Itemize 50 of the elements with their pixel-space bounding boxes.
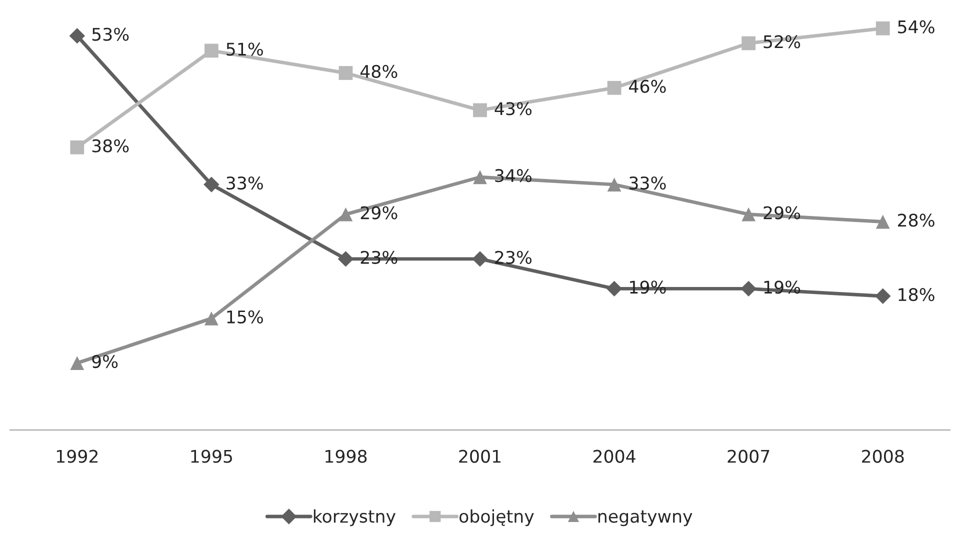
point — [338, 66, 353, 80]
point — [473, 103, 487, 118]
data-label: 33% — [630, 176, 666, 190]
point — [607, 80, 622, 95]
data-label: 23% — [495, 250, 532, 264]
point — [338, 207, 353, 222]
data-label: 9% — [92, 354, 118, 368]
point — [606, 280, 622, 297]
point — [473, 170, 487, 184]
data-label: 46% — [629, 80, 666, 93]
x-tick-label: 2004 — [593, 450, 636, 463]
point — [742, 36, 756, 50]
x-tick-label: 1995 — [191, 450, 232, 463]
point — [204, 176, 220, 192]
legend-label: negatywny — [598, 510, 692, 526]
data-label: 29% — [360, 206, 398, 220]
data-label: 28% — [898, 214, 934, 227]
x-tick-label: 2008 — [862, 450, 904, 463]
x-tick-label: 2001 — [459, 450, 500, 463]
data-label: 34% — [495, 169, 532, 182]
point — [875, 288, 891, 304]
legend-label: obojętny — [459, 509, 534, 526]
legend-label: korzystny — [314, 509, 396, 526]
data-label: 18% — [898, 288, 934, 302]
data-label: 51% — [226, 42, 263, 56]
point — [70, 140, 84, 154]
x-tick-label: 2007 — [728, 450, 770, 463]
point — [742, 207, 756, 222]
data-label: 52% — [764, 35, 800, 48]
point — [69, 28, 85, 44]
data-label: 33% — [226, 176, 263, 190]
point — [472, 251, 488, 267]
point — [338, 251, 354, 267]
data-label: 38% — [92, 139, 129, 152]
data-label: 23% — [360, 250, 398, 264]
point — [607, 178, 622, 192]
data-label: 54% — [898, 20, 934, 34]
point — [204, 311, 218, 326]
data-label: 53% — [92, 28, 129, 41]
point — [740, 280, 756, 297]
data-label: 43% — [494, 102, 532, 116]
point — [876, 21, 890, 36]
data-label: 15% — [227, 310, 263, 324]
point — [876, 214, 890, 229]
x-tick-label: 1992 — [56, 450, 98, 463]
point — [70, 356, 84, 370]
x-tick-label: 1998 — [326, 450, 367, 463]
data-label: 48% — [360, 64, 398, 78]
data-label: 29% — [764, 206, 800, 220]
point — [204, 44, 218, 58]
